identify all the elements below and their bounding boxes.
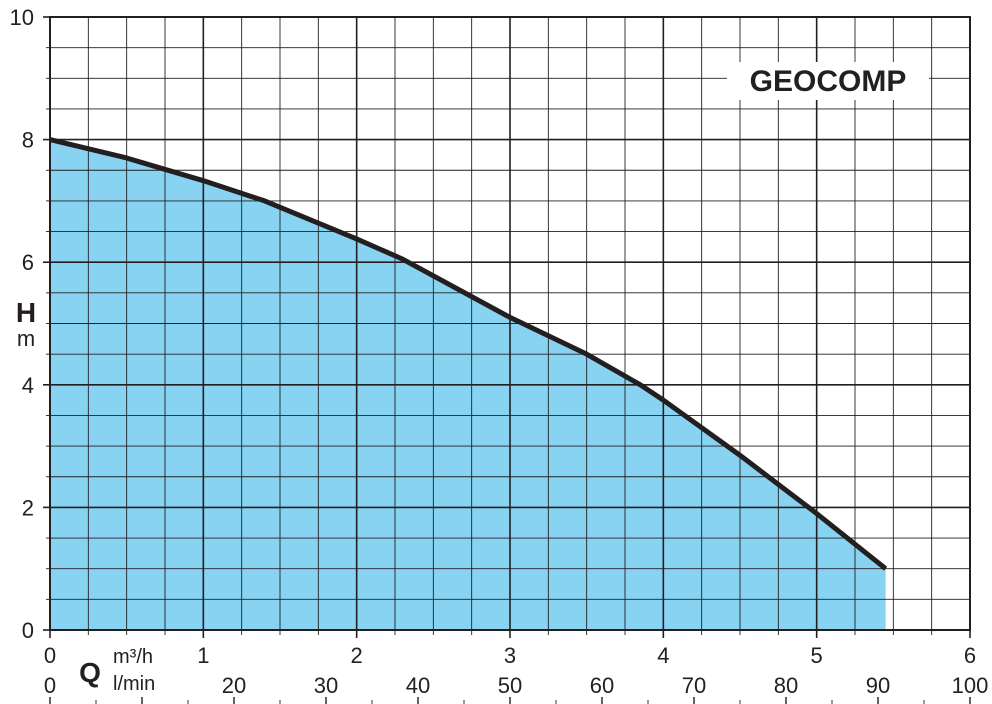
x-unit-m3h: m³/h xyxy=(113,646,153,668)
x-tick-label-lmin: 20 xyxy=(222,673,246,698)
x-unit-lmin: l/min xyxy=(113,673,155,695)
y-tick-label: 10 xyxy=(10,5,34,30)
x-tick-label-lmin: 30 xyxy=(314,673,338,698)
x-tick-label-lmin: 50 xyxy=(498,673,522,698)
performance-curve xyxy=(49,137,888,571)
x-tick-label-m3h: 3 xyxy=(504,643,516,668)
x-tick-label-m3h: 2 xyxy=(351,643,363,668)
x-tick-label-lmin: 90 xyxy=(866,673,890,698)
x-tick-label-m3h: 5 xyxy=(811,643,823,668)
curve-layer xyxy=(49,137,888,571)
y-tick-label: 8 xyxy=(22,128,34,153)
x-axis-symbol: Q xyxy=(79,657,101,688)
x-tick-label-m3h: 4 xyxy=(657,643,669,668)
x-tick-label-lmin: 60 xyxy=(590,673,614,698)
y-axis-symbol: H xyxy=(16,297,36,328)
y-tick-label: 0 xyxy=(22,618,34,643)
x-tick-label-m3h: 1 xyxy=(197,643,209,668)
x-tick-label-lmin: 80 xyxy=(774,673,798,698)
y-tick-label: 2 xyxy=(22,495,34,520)
x-tick-label-lmin: 70 xyxy=(682,673,706,698)
x-tick-label-lmin: 0 xyxy=(44,673,56,698)
x-tick-label-lmin: 100 xyxy=(952,673,989,698)
y-tick-label: 6 xyxy=(22,250,34,275)
y-axis-unit: m xyxy=(17,326,35,351)
x-tick-label-m3h: 0 xyxy=(44,643,56,668)
x-tick-label-m3h: 6 xyxy=(964,643,976,668)
title-box xyxy=(727,62,929,100)
y-tick-label: 4 xyxy=(22,373,34,398)
chart-title: GEOCOMP xyxy=(750,65,907,98)
x-tick-label-lmin: 40 xyxy=(406,673,430,698)
grid-layer xyxy=(50,17,970,630)
axes-layer xyxy=(43,16,971,704)
